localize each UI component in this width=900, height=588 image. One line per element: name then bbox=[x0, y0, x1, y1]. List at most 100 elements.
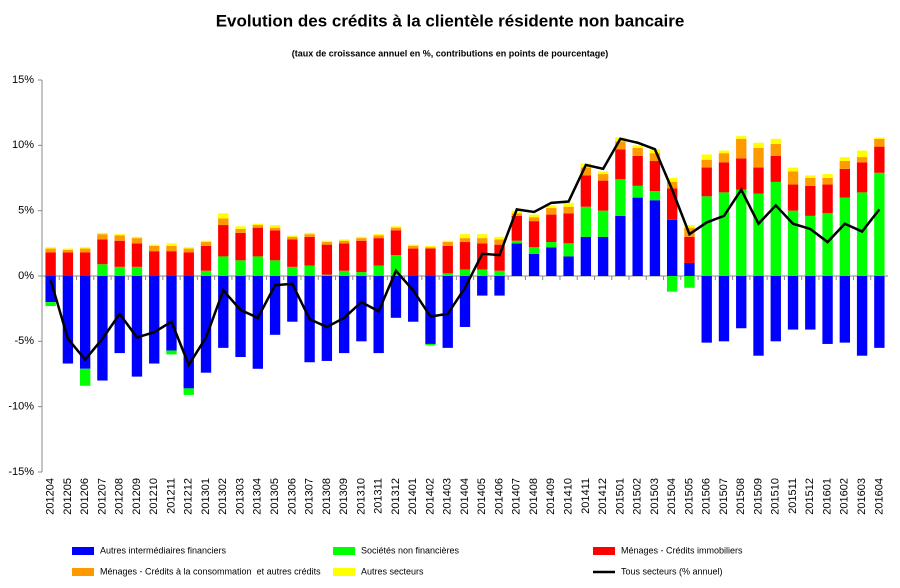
bar-segment bbox=[822, 276, 833, 344]
bar-segment bbox=[149, 276, 160, 364]
bar-segment bbox=[736, 138, 747, 159]
x-tick-label: 201512 bbox=[804, 478, 816, 515]
bar-segment bbox=[166, 243, 177, 246]
bar-segment bbox=[770, 276, 781, 342]
bar-segment bbox=[459, 238, 471, 243]
bar-segment bbox=[736, 136, 747, 139]
bar-segment bbox=[287, 235, 298, 237]
bar-segment bbox=[338, 270, 350, 276]
bar-segment bbox=[218, 256, 229, 276]
bar-segment bbox=[597, 180, 609, 211]
bar-segment bbox=[494, 270, 505, 276]
x-tick-label: 201305 bbox=[269, 478, 281, 515]
bar-segment bbox=[718, 153, 730, 163]
chart-title: Evolution des crédits à la clientèle rés… bbox=[216, 11, 685, 30]
x-tick-label: 201302 bbox=[217, 478, 229, 515]
bar-segment bbox=[477, 269, 488, 276]
legend-label: Sociétés non financières bbox=[361, 545, 460, 555]
bar-segment bbox=[269, 260, 281, 276]
x-tick-label: 201410 bbox=[562, 478, 574, 515]
bar-segment bbox=[701, 276, 712, 343]
bar-segment bbox=[856, 157, 868, 163]
bar-segment bbox=[114, 240, 125, 267]
bar-segment bbox=[356, 238, 367, 241]
x-tick-label: 201503 bbox=[649, 478, 661, 515]
bar-segment bbox=[649, 153, 661, 162]
bar-segment bbox=[131, 276, 143, 377]
bar-segment bbox=[442, 242, 453, 246]
x-tick-label: 201404 bbox=[459, 478, 471, 515]
x-tick-label: 201210 bbox=[148, 478, 160, 515]
bar-segment bbox=[183, 252, 194, 276]
bar-segment bbox=[580, 175, 592, 207]
bar-segment bbox=[805, 178, 816, 186]
bar-segment bbox=[200, 242, 212, 246]
bar-segment bbox=[477, 234, 488, 239]
bar-segment bbox=[563, 202, 574, 207]
x-tick-label: 201511 bbox=[787, 478, 799, 514]
y-tick-label: 0% bbox=[18, 270, 34, 282]
x-tick-label: 201412 bbox=[597, 478, 609, 515]
bar-segment bbox=[321, 274, 333, 276]
bar-segment bbox=[218, 218, 229, 226]
x-tick-label: 201212 bbox=[183, 478, 195, 515]
bar-segment bbox=[632, 197, 643, 276]
bar-segment bbox=[649, 200, 661, 276]
bar-segment bbox=[701, 154, 712, 160]
bar-segment bbox=[753, 147, 764, 168]
bar-segment bbox=[252, 225, 263, 228]
x-tick-label: 201509 bbox=[752, 478, 764, 515]
bar-segment bbox=[408, 276, 419, 322]
bar-segment bbox=[79, 252, 91, 276]
bar-segment bbox=[442, 273, 453, 276]
y-tick-label: -5% bbox=[14, 335, 34, 347]
bar-segment bbox=[494, 244, 505, 271]
bar-segment bbox=[839, 161, 851, 169]
bar-segment bbox=[805, 215, 816, 276]
bar-segment bbox=[770, 155, 781, 182]
bar-segment bbox=[856, 192, 868, 276]
total-line bbox=[49, 137, 881, 368]
bar-segment bbox=[218, 213, 229, 219]
bar-segment bbox=[235, 226, 246, 229]
bar-segment bbox=[718, 276, 730, 342]
bar-segment bbox=[235, 260, 246, 276]
x-tick-label: 201301 bbox=[200, 478, 212, 515]
x-tick-label: 201310 bbox=[355, 478, 367, 515]
bar-segment bbox=[356, 240, 367, 273]
bar-segment bbox=[477, 276, 488, 296]
bar-segment bbox=[166, 350, 177, 355]
bar-segment bbox=[183, 388, 194, 395]
bar-segment bbox=[874, 172, 885, 276]
bar-segment bbox=[839, 168, 851, 198]
bar-segment bbox=[45, 302, 56, 307]
y-tick-label: 5% bbox=[18, 205, 34, 217]
bar-segment bbox=[459, 242, 471, 270]
bar-segment bbox=[822, 184, 833, 214]
bar-segment bbox=[563, 213, 574, 244]
bar-segment bbox=[563, 206, 574, 214]
bar-segment bbox=[787, 171, 799, 185]
bar-segment bbox=[874, 137, 885, 139]
bar-segment bbox=[97, 234, 108, 240]
bar-segment bbox=[252, 223, 263, 226]
bar-segment bbox=[338, 239, 350, 241]
bar-segment bbox=[45, 248, 56, 253]
bar-segment bbox=[494, 236, 505, 240]
bar-segment bbox=[183, 276, 194, 389]
bar-segment bbox=[390, 227, 402, 231]
x-tick-label: 201208 bbox=[114, 478, 126, 515]
bar-segment bbox=[373, 265, 384, 276]
legend-swatch bbox=[72, 568, 94, 576]
bar-segment bbox=[632, 155, 643, 186]
bar-segment bbox=[269, 276, 281, 335]
bar-segment bbox=[459, 276, 471, 327]
legend-label: Autres intermédiaires financiers bbox=[100, 545, 227, 555]
x-tick-label: 201411 bbox=[580, 478, 592, 514]
bar-segment bbox=[684, 236, 695, 263]
bar-segment bbox=[218, 225, 229, 257]
bar-segment bbox=[425, 343, 436, 346]
bar-segment bbox=[528, 217, 540, 222]
bar-segment bbox=[166, 245, 177, 252]
y-tick-label: -15% bbox=[8, 466, 34, 478]
